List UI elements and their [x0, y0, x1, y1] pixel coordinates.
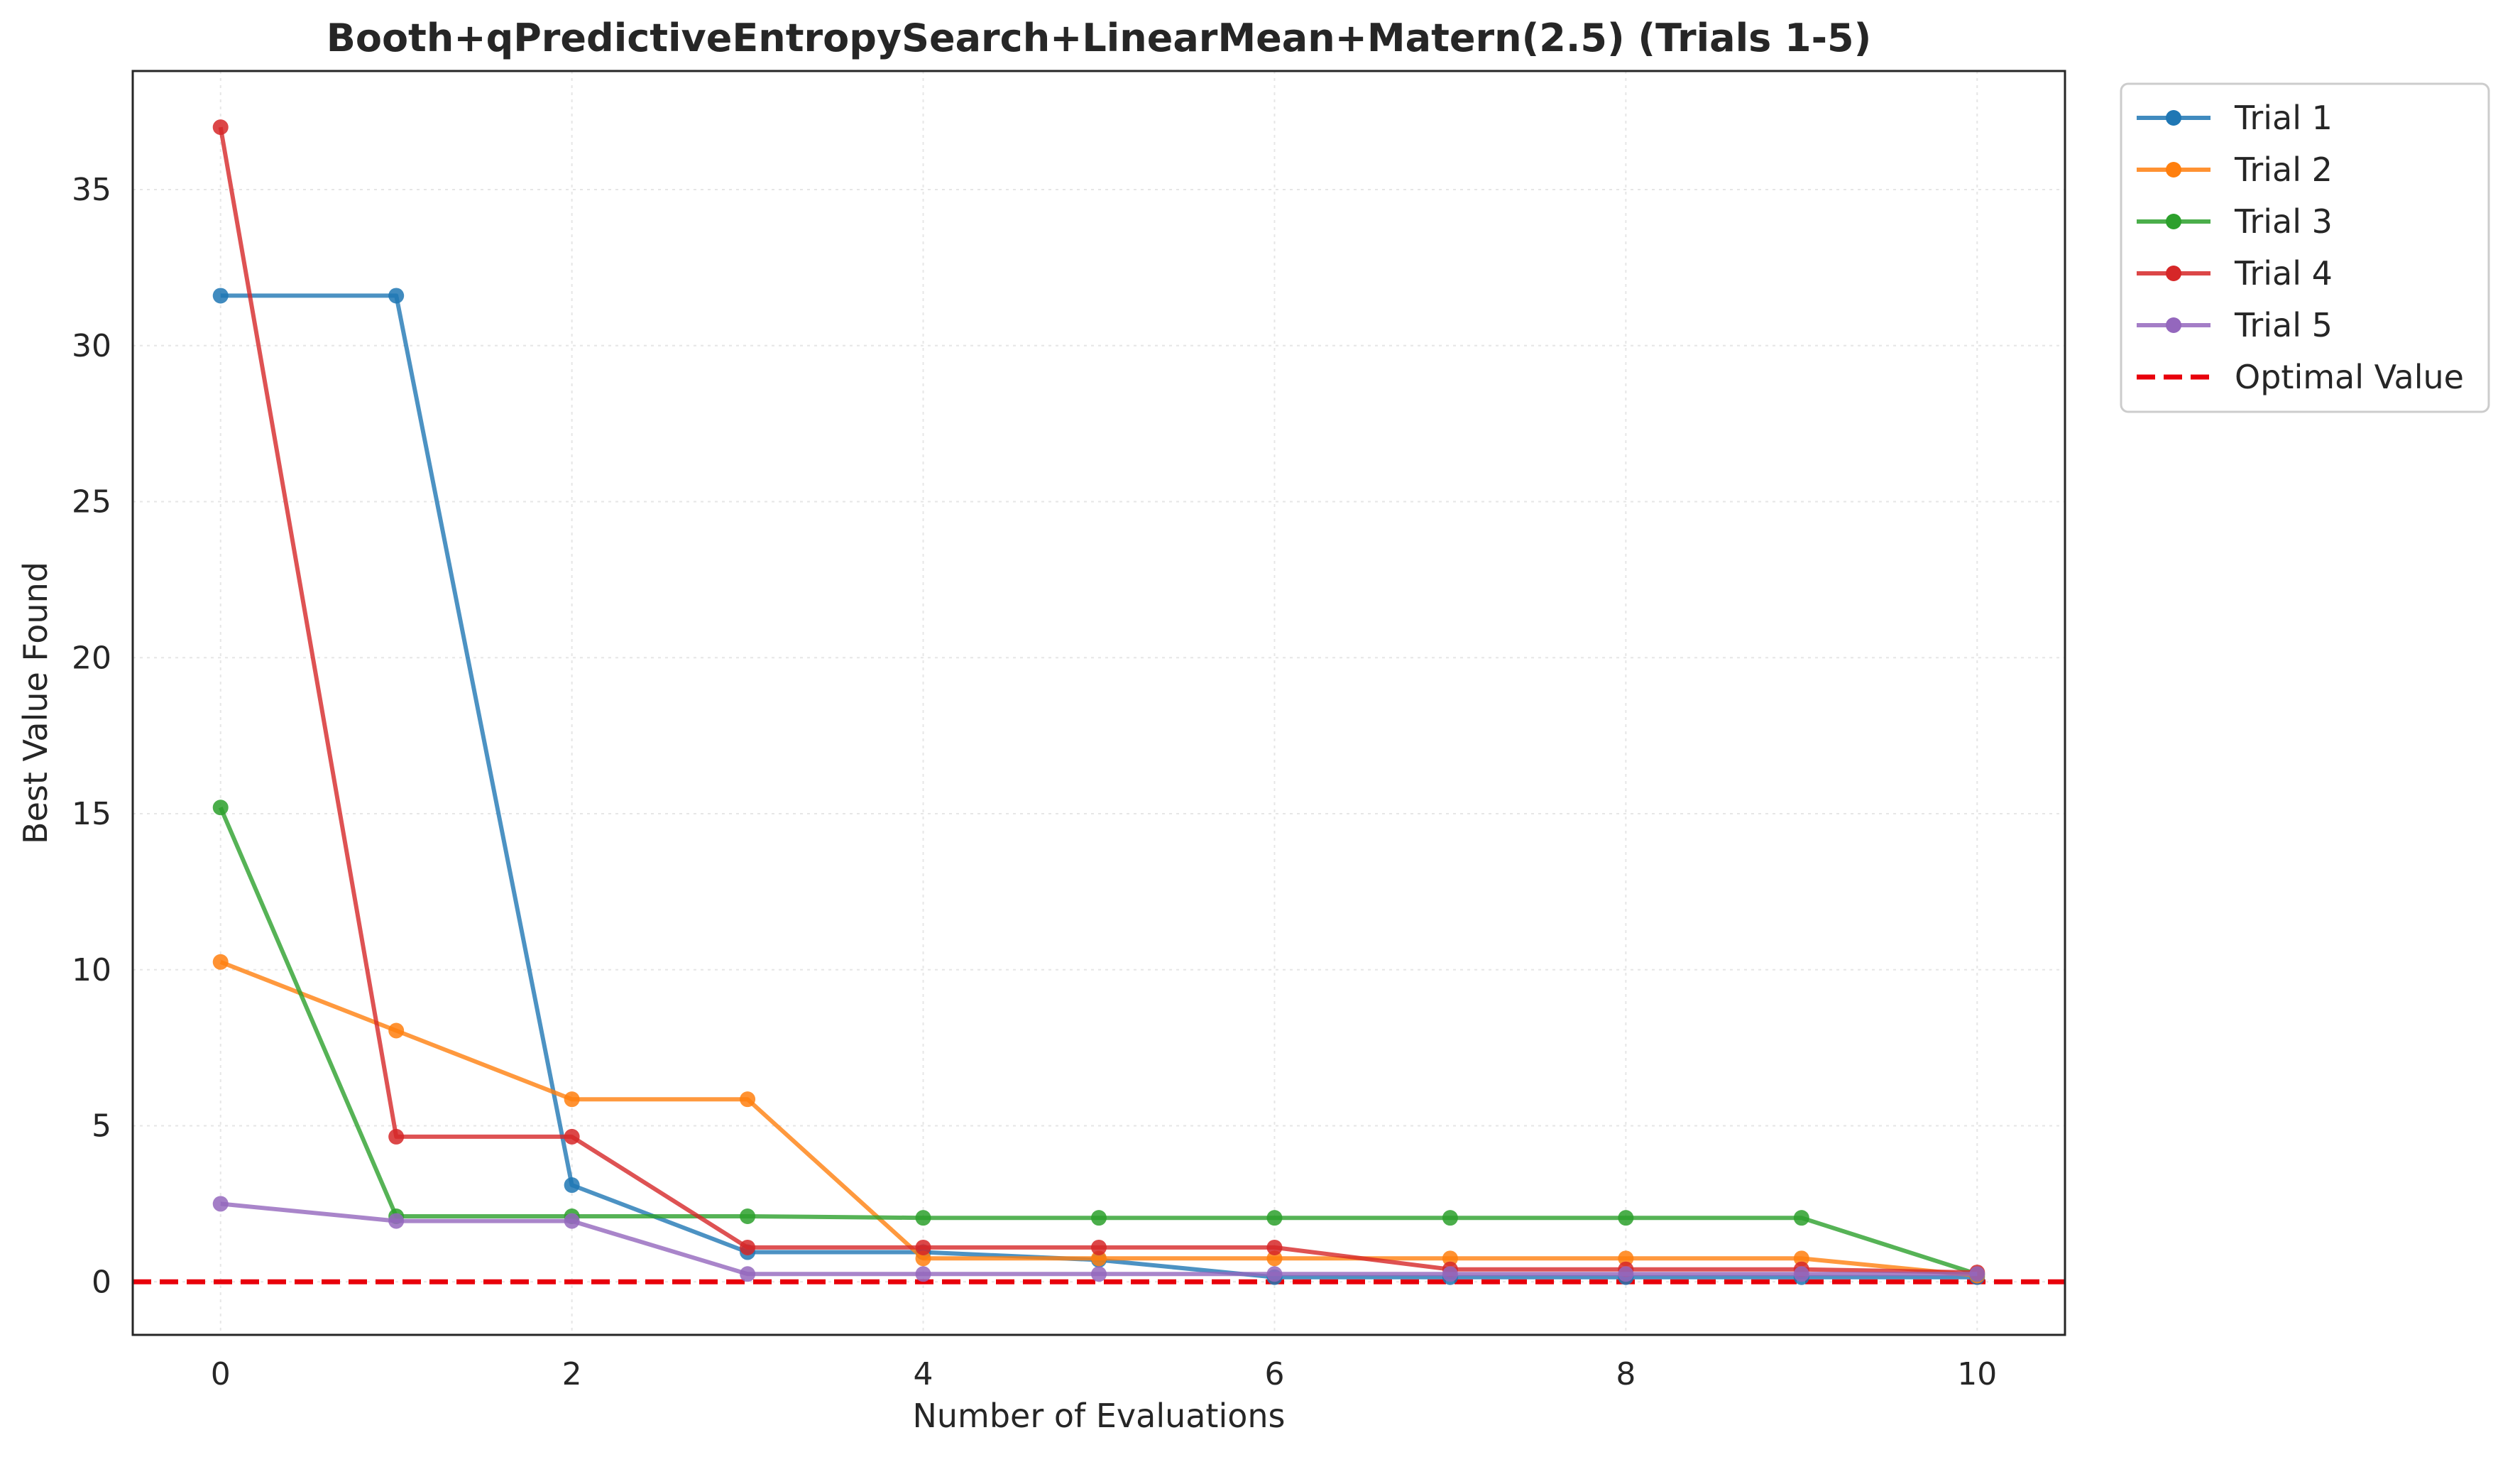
data-point [915, 1266, 931, 1282]
data-point [740, 1208, 756, 1224]
legend-marker [2166, 266, 2181, 281]
data-point [388, 1213, 405, 1229]
x-tick-label: 4 [914, 1356, 933, 1392]
data-point [388, 288, 405, 304]
data-point [1969, 1266, 1985, 1282]
data-point [564, 1091, 580, 1108]
data-point [1266, 1210, 1283, 1226]
legend-item: Trial 4 [2137, 254, 2333, 293]
x-tick-label: 8 [1616, 1356, 1636, 1392]
series-trial-5 [212, 1196, 1985, 1282]
data-point [740, 1239, 756, 1255]
y-tick-label: 35 [72, 172, 111, 208]
plot-frame [131, 70, 2066, 1336]
data-point [212, 288, 229, 304]
y-tick-label: 0 [92, 1264, 111, 1300]
data-point [1266, 1250, 1283, 1267]
data-point [1793, 1250, 1809, 1267]
legend-marker [2166, 162, 2181, 178]
series-line [219, 960, 1978, 1278]
y-tick-label: 20 [72, 640, 111, 676]
series-layer [212, 119, 1985, 1285]
y-tick-label: 15 [72, 796, 111, 832]
y-tick-label: 25 [72, 484, 111, 520]
data-point [388, 1022, 405, 1039]
legend-item: Optimal Value [2137, 358, 2464, 396]
legend-items: Trial 1 Trial 2 Trial 3 Trial 4 Trial 5 Optim… [2137, 99, 2464, 396]
data-point [1793, 1210, 1809, 1226]
x-tick-label: 10 [1957, 1356, 1997, 1392]
chart-title: Booth+qPredictiveEntropySearch+LinearMea… [327, 16, 1872, 60]
data-point [212, 1196, 229, 1212]
data-point [1793, 1266, 1809, 1282]
data-point [1442, 1266, 1458, 1282]
legend-marker [2166, 317, 2181, 333]
data-point [1091, 1266, 1107, 1282]
legend-item: Trial 5 [2137, 306, 2333, 344]
data-point [1618, 1266, 1634, 1282]
series-trial-2 [212, 954, 1985, 1284]
data-point [564, 1213, 580, 1229]
data-point [388, 1128, 405, 1145]
data-point [1618, 1210, 1634, 1226]
x-axis-label: Number of Evaluations [912, 1397, 1285, 1435]
legend-label: Optimal Value [2235, 358, 2464, 396]
data-point [564, 1128, 580, 1145]
data-point [1618, 1250, 1634, 1267]
y-tick-label: 10 [72, 952, 111, 988]
legend: Trial 1 Trial 2 Trial 3 Trial 4 Trial 5 Optim… [2120, 82, 2490, 413]
y-axis-ticks: 0 5 10 15 20 25 30 35 [72, 172, 111, 1300]
legend-item: Trial 1 [2137, 99, 2333, 137]
legend-label: Trial 4 [2234, 254, 2333, 293]
data-point [1091, 1239, 1107, 1255]
data-point [915, 1210, 931, 1226]
series-line [218, 126, 1978, 1275]
grid [133, 71, 2065, 1335]
data-point [915, 1239, 931, 1255]
legend-box [2120, 82, 2490, 413]
data-point [1442, 1250, 1458, 1267]
data-point [1091, 1250, 1107, 1267]
series-line [220, 293, 1978, 1279]
data-point [1091, 1210, 1107, 1226]
data-point [212, 954, 229, 970]
series-trial-3 [212, 800, 1985, 1282]
data-point [740, 1091, 756, 1108]
x-tick-label: 0 [211, 1356, 231, 1392]
legend-marker [2166, 214, 2181, 229]
y-tick-label: 30 [72, 328, 111, 364]
data-point [212, 119, 229, 136]
x-tick-label: 6 [1264, 1356, 1284, 1392]
legend-item: Trial 2 [2137, 151, 2333, 189]
data-point [212, 800, 229, 816]
legend-label: Trial 5 [2234, 306, 2333, 344]
y-axis-label: Best Value Found [16, 562, 55, 844]
data-point [1266, 1239, 1283, 1255]
data-point [740, 1266, 756, 1282]
x-tick-label: 2 [562, 1356, 582, 1392]
x-axis-ticks: 0 2 4 6 8 10 [211, 1356, 1998, 1392]
legend-label: Trial 3 [2234, 202, 2333, 241]
legend-label: Trial 1 [2234, 99, 2333, 137]
legend-item: Trial 3 [2137, 202, 2333, 241]
legend-marker [2166, 110, 2181, 126]
y-tick-label: 5 [92, 1108, 111, 1145]
series-trial-4 [212, 119, 1985, 1281]
data-point [1266, 1266, 1283, 1282]
legend-label: Trial 2 [2234, 151, 2333, 189]
data-point [1442, 1210, 1458, 1226]
data-point [564, 1177, 580, 1194]
series-line [218, 807, 1978, 1277]
data-point [915, 1250, 931, 1267]
